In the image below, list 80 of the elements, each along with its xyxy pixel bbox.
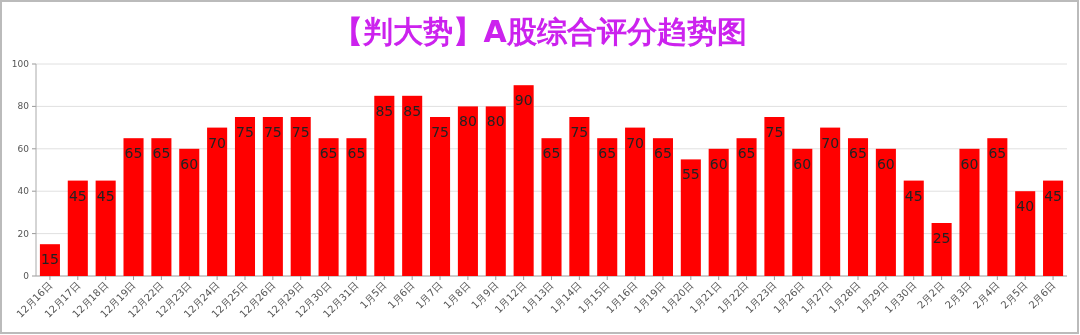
bar bbox=[234, 117, 256, 276]
y-tick-label: 20 bbox=[17, 228, 30, 239]
data-label: 65 bbox=[124, 145, 143, 162]
bar bbox=[1043, 180, 1064, 276]
data-label: 70 bbox=[821, 134, 840, 151]
bar bbox=[597, 138, 618, 276]
data-label: 45 bbox=[1044, 187, 1062, 204]
bar bbox=[262, 117, 283, 276]
data-label: 75 bbox=[263, 124, 282, 140]
bar bbox=[67, 180, 88, 276]
data-label: 75 bbox=[570, 124, 589, 140]
bar bbox=[430, 117, 451, 276]
bar bbox=[457, 106, 478, 276]
data-label: 40 bbox=[1016, 198, 1035, 215]
data-label: 80 bbox=[486, 113, 505, 130]
bar bbox=[318, 138, 339, 276]
data-label: 65 bbox=[598, 145, 617, 162]
data-label: 65 bbox=[542, 145, 561, 162]
bar bbox=[736, 138, 757, 276]
bar bbox=[95, 180, 116, 276]
data-label: 65 bbox=[152, 145, 171, 162]
bar bbox=[820, 127, 841, 276]
data-label: 60 bbox=[180, 155, 199, 172]
data-label: 65 bbox=[654, 145, 672, 162]
data-label: 55 bbox=[681, 166, 700, 183]
data-label: 70 bbox=[208, 134, 227, 151]
bar bbox=[207, 127, 228, 276]
data-label: 45 bbox=[96, 187, 115, 204]
bar bbox=[569, 117, 590, 276]
bar bbox=[792, 148, 813, 276]
data-label: 90 bbox=[514, 92, 533, 109]
y-tick-label: 40 bbox=[17, 186, 30, 197]
data-label: 65 bbox=[988, 145, 1007, 162]
bar bbox=[179, 148, 200, 276]
data-label: 65 bbox=[737, 145, 756, 162]
data-label: 60 bbox=[793, 155, 812, 172]
data-label: 60 bbox=[709, 155, 728, 172]
bar bbox=[374, 95, 395, 276]
chart-title: 【判大势】A股综合评分趋势图 bbox=[333, 14, 747, 49]
bar bbox=[764, 117, 785, 276]
bar bbox=[625, 127, 646, 276]
y-tick-label: 0 bbox=[23, 271, 30, 281]
data-label: 65 bbox=[849, 145, 867, 162]
data-label: 75 bbox=[291, 124, 310, 140]
bar bbox=[290, 117, 311, 276]
bar bbox=[931, 223, 952, 276]
bar bbox=[652, 138, 673, 276]
data-label: 85 bbox=[403, 102, 422, 119]
data-label: 45 bbox=[68, 187, 87, 204]
bar bbox=[346, 138, 367, 276]
data-label: 75 bbox=[765, 124, 784, 140]
y-tick-label: 100 bbox=[11, 59, 30, 69]
data-label: 85 bbox=[375, 102, 394, 119]
bar bbox=[541, 138, 562, 276]
data-label: 65 bbox=[347, 145, 366, 162]
data-label: 75 bbox=[431, 124, 449, 140]
y-tick-label: 80 bbox=[17, 101, 30, 112]
bar bbox=[151, 138, 172, 276]
data-label: 65 bbox=[319, 145, 338, 162]
bar bbox=[680, 159, 701, 276]
bar bbox=[402, 95, 423, 276]
data-label: 80 bbox=[458, 113, 477, 130]
bar bbox=[875, 148, 896, 276]
data-label: 25 bbox=[932, 230, 951, 246]
bar bbox=[513, 85, 534, 276]
data-label: 15 bbox=[41, 251, 59, 268]
bar bbox=[903, 180, 924, 276]
bar bbox=[1015, 191, 1036, 276]
bar bbox=[847, 138, 869, 276]
data-label: 60 bbox=[876, 155, 895, 172]
bar bbox=[987, 138, 1008, 276]
data-label: 75 bbox=[236, 124, 254, 140]
data-label: 45 bbox=[904, 187, 923, 204]
bar bbox=[708, 148, 729, 276]
data-label: 60 bbox=[960, 155, 979, 172]
bar bbox=[485, 106, 506, 276]
bar bbox=[123, 138, 144, 276]
data-label: 70 bbox=[626, 134, 645, 151]
y-tick-label: 60 bbox=[17, 143, 30, 154]
bar bbox=[959, 148, 980, 276]
